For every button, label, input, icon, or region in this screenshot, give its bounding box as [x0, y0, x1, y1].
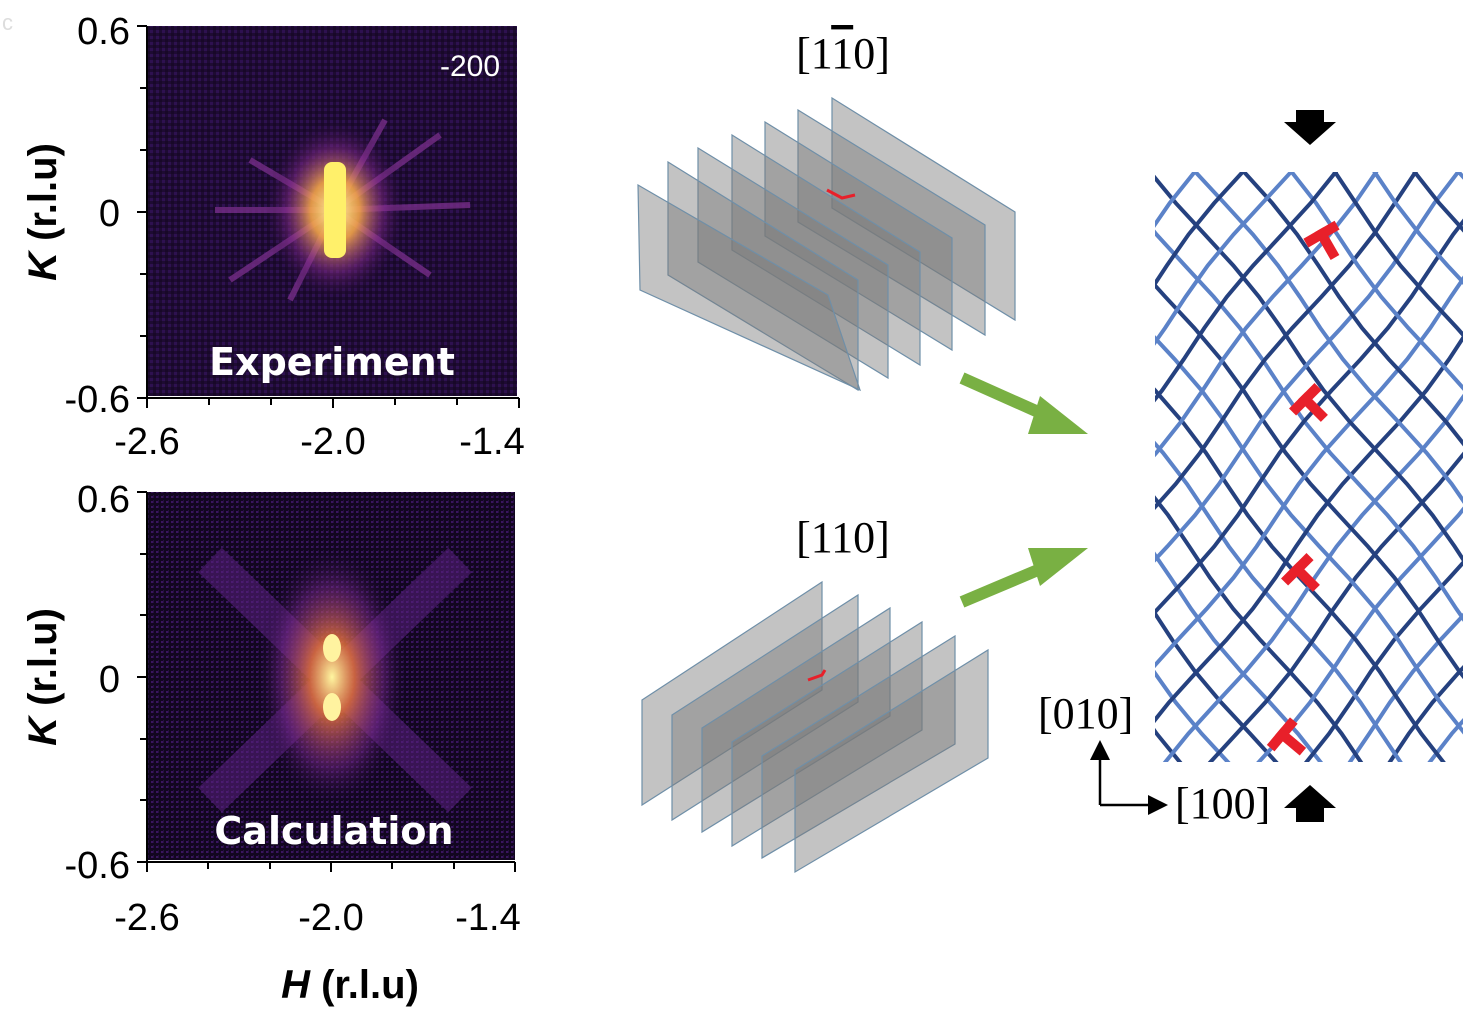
x-axis-title: H (r.l.u) — [281, 963, 419, 1007]
experiment-peak — [324, 162, 346, 258]
calculation-axes: -2.6 -2.0 -1.4 0.6 0 -0.6 K (r.l.u) H (r… — [21, 479, 521, 1007]
lattice-dislocations — [1266, 220, 1340, 756]
calculation-y-title: K (r.l.u) — [21, 608, 65, 746]
dislocation-symbol — [1266, 717, 1307, 756]
lattice-line — [1155, 387, 1446, 762]
direction-100-label: [100] — [1175, 779, 1270, 828]
experiment-label: Experiment — [209, 340, 455, 384]
lattice-line — [1155, 172, 1379, 458]
load-arrow-bottom — [1284, 785, 1336, 822]
calculation-x-tick: -2.0 — [298, 897, 363, 939]
experiment-x-tick: -2.0 — [300, 421, 365, 463]
lattice-line — [1155, 174, 1463, 563]
lattice — [1155, 16, 1478, 765]
lattice-line — [1471, 16, 1478, 765]
panel-letter: c — [2, 10, 13, 35]
lattice-line — [1192, 172, 1463, 504]
green-arrows — [959, 372, 1088, 608]
lattice-line — [1256, 506, 1463, 762]
dislocation-symbol — [1289, 383, 1328, 422]
lattice-line — [1207, 451, 1463, 762]
calculation-x-tick: -1.4 — [455, 897, 520, 939]
direction-010-label: [010] — [1038, 689, 1133, 738]
load-arrow-top — [1284, 110, 1336, 145]
planes-top-dislocation — [826, 188, 856, 200]
planes-bottom-stack — [641, 580, 989, 874]
experiment-map: -200 Experiment — [147, 26, 517, 396]
lattice-line — [1155, 172, 1461, 563]
lattice-line — [1162, 393, 1463, 762]
green-arrow-top — [959, 372, 1048, 421]
lattice-line — [1155, 495, 1364, 762]
axis-triad: [010] [100] — [1038, 689, 1270, 828]
experiment-x-tick: -2.6 — [114, 421, 179, 463]
lattice-line — [1155, 172, 1339, 403]
lattice-line — [1155, 218, 1463, 616]
experiment-y-tick: 0 — [99, 193, 120, 235]
calculation-y-tick: 0.6 — [77, 479, 130, 521]
lattice-line — [1155, 334, 1463, 724]
calculation-map: Calculation — [147, 492, 515, 860]
lattice-line — [1468, 16, 1478, 765]
planes-top-label: [110] — [796, 29, 890, 78]
reflection-label: -200 — [440, 50, 500, 83]
calculation-label: Calculation — [214, 809, 453, 853]
lattice-line — [1155, 172, 1418, 511]
dislocation-symbol — [1281, 553, 1320, 592]
green-arrow-top-head — [1028, 396, 1088, 434]
dislocation-symbol — [1303, 220, 1340, 261]
planes-top-stack — [637, 96, 1016, 392]
calculation-peak-lower — [323, 693, 341, 721]
experiment-y-tick: -0.6 — [65, 379, 130, 421]
green-arrow-bottom-head — [1028, 548, 1088, 586]
lattice-line — [1241, 172, 1463, 447]
green-arrow-bottom — [959, 561, 1048, 608]
planes-bottom-dislocation — [807, 669, 827, 682]
lattice-lines — [1155, 16, 1478, 765]
calculation-x-tick: -2.6 — [114, 897, 179, 939]
calculation-peak-glow — [257, 547, 407, 807]
lattice-line — [1303, 559, 1463, 762]
experiment-y-title: K (r.l.u) — [21, 143, 65, 281]
experiment-y-tick: 0.6 — [77, 11, 130, 53]
calculation-y-tick: 0 — [99, 659, 120, 701]
calculation-y-tick: -0.6 — [65, 845, 130, 887]
calculation-peak-upper — [323, 634, 341, 662]
lattice-line — [1155, 551, 1324, 762]
experiment-axes: -2.6 -2.0 -1.4 0.6 0 -0.6 K (r.l.u) — [21, 11, 525, 463]
lattice-line — [1155, 275, 1463, 669]
lattice-line — [1155, 440, 1403, 762]
lattice-line — [1347, 612, 1463, 762]
planes-bottom-label: [110] — [796, 513, 890, 562]
lattice-line — [1155, 610, 1279, 762]
experiment-x-tick: -1.4 — [459, 421, 524, 463]
